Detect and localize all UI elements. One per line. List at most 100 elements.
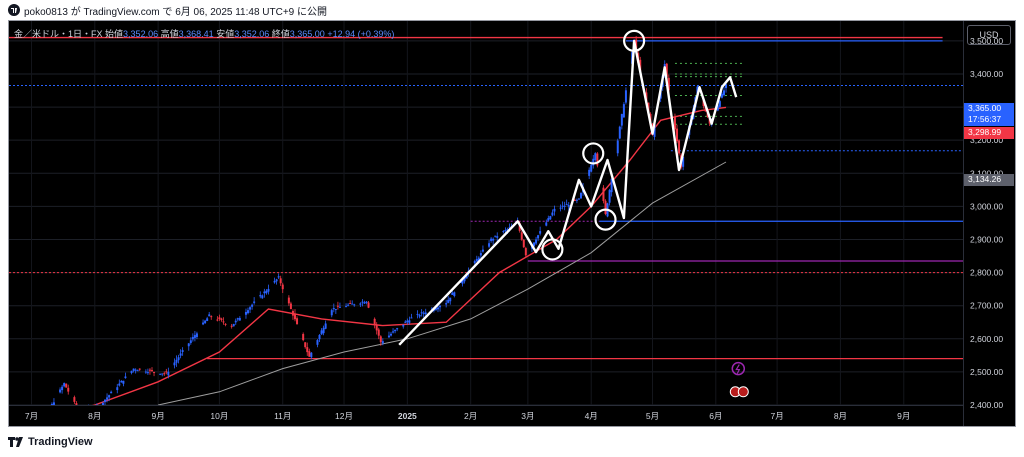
- candle-body: [367, 302, 370, 308]
- candle-body: [439, 305, 442, 308]
- time-tick-label: 12月: [335, 411, 353, 421]
- candle-body: [302, 334, 305, 341]
- candle-body: [725, 84, 728, 89]
- ma-gray-price-tag: 3,134.26: [964, 174, 1014, 186]
- candle-body: [148, 369, 151, 371]
- candle-body: [522, 239, 525, 248]
- candle-body: [461, 280, 464, 284]
- candle-body: [716, 105, 719, 111]
- candle-body: [106, 397, 109, 400]
- time-tick-label: 8月: [834, 411, 847, 421]
- candle-body: [304, 342, 307, 348]
- time-tick-label: 7月: [770, 411, 783, 421]
- candle-body: [150, 370, 153, 372]
- candle-body: [408, 320, 411, 323]
- publish-info: poko0813 が TradingView.com で 6月 06, 2025…: [24, 6, 328, 18]
- candle-body: [465, 274, 468, 279]
- candle-body: [394, 329, 397, 332]
- candle-body: [610, 178, 613, 193]
- time-tick-label: 9月: [152, 411, 165, 421]
- time-axis[interactable]: 7月 8月 9月 10月 11月 12月 2025 2月 3月 4月 5月 6月 7月 8月 9月: [9, 405, 963, 426]
- candle-body: [502, 231, 505, 233]
- price-tick-label: 3,000.00: [970, 201, 1003, 211]
- candle-body: [173, 362, 176, 366]
- candle-body: [594, 153, 597, 161]
- candle-body: [418, 315, 421, 317]
- candle-body: [296, 318, 299, 325]
- candle-body: [306, 347, 309, 353]
- price-axis[interactable]: 3,500.003,400.003,300.003,200.003,100.00…: [963, 21, 1015, 426]
- candle-body: [449, 297, 452, 302]
- candle-body: [332, 308, 335, 310]
- candle-body: [175, 359, 178, 363]
- price-tick-label: 2,700.00: [970, 301, 1003, 311]
- candle-body: [481, 249, 484, 252]
- candle-body: [134, 369, 137, 371]
- ma-gray-value: 3,134.26: [968, 174, 1002, 184]
- candle-body: [67, 387, 70, 392]
- candle-body: [373, 318, 376, 325]
- price-tick-label: 2,800.00: [970, 268, 1003, 278]
- candle-body: [436, 307, 439, 310]
- symbol-legend[interactable]: 金／米ドル・1日・FX 始値3,352.06 高値3,368.41 安値3,35…: [14, 27, 394, 40]
- candle-body: [381, 341, 384, 344]
- candle-body: [251, 304, 254, 307]
- candle-body: [234, 320, 237, 323]
- candle-body: [189, 340, 192, 343]
- time-tick-label: 8月: [88, 411, 101, 421]
- candle-body: [193, 335, 196, 338]
- highlight-circle: [594, 208, 617, 231]
- candle-body: [330, 310, 333, 316]
- chart-pane[interactable]: [9, 21, 963, 405]
- candle-body: [567, 205, 570, 207]
- candle-body: [236, 318, 239, 320]
- candle-body: [165, 371, 168, 373]
- candle-body: [289, 303, 292, 310]
- candle-body: [210, 316, 213, 318]
- time-tick-label: 5月: [646, 411, 659, 421]
- candle-body: [565, 204, 568, 206]
- candle-body: [520, 232, 523, 240]
- candle-body: [161, 373, 164, 375]
- candle-body: [65, 383, 68, 388]
- candle-body: [616, 140, 619, 154]
- candle-body: [702, 100, 705, 106]
- footer-brand-name: TradingView: [28, 436, 93, 448]
- candle-body: [116, 387, 119, 391]
- candle-body: [316, 340, 319, 345]
- price-tick-label: 2,500.00: [970, 367, 1003, 377]
- price-tick-label: 2,900.00: [970, 234, 1003, 244]
- candle-body: [577, 198, 580, 200]
- ma-red-line: [91, 106, 727, 405]
- candle-body: [375, 324, 378, 331]
- candle-body: [504, 230, 507, 232]
- time-tick-label: 9月: [897, 411, 910, 421]
- candle-body: [218, 317, 221, 320]
- candle-body: [547, 218, 550, 221]
- low-value: 3,352.06: [234, 29, 270, 39]
- candle-body: [676, 128, 679, 142]
- candle-body: [179, 353, 182, 356]
- currency-button[interactable]: USD: [967, 25, 1011, 45]
- candle-body: [563, 205, 566, 207]
- candle-body: [551, 212, 554, 216]
- candle-body: [508, 227, 511, 229]
- candle-body: [138, 368, 141, 370]
- tradingview-logo-icon: [8, 4, 20, 16]
- chart-canvas[interactable]: [9, 21, 963, 405]
- candle-body: [434, 308, 437, 310]
- candle-body: [144, 371, 147, 373]
- candle-body: [191, 336, 194, 340]
- candle-body: [604, 200, 607, 214]
- economic-event-flag-icon: [737, 386, 749, 398]
- candle-body: [263, 291, 266, 294]
- candle-body: [390, 333, 393, 336]
- candle-body: [195, 333, 198, 338]
- candle-body: [220, 318, 223, 321]
- candle-body: [422, 312, 425, 314]
- candle-body: [181, 350, 184, 352]
- symbol-label: 金／米ドル・1日・FX: [14, 29, 103, 39]
- candle-body: [447, 299, 450, 303]
- candle-body: [579, 192, 582, 199]
- candle-body: [537, 235, 540, 239]
